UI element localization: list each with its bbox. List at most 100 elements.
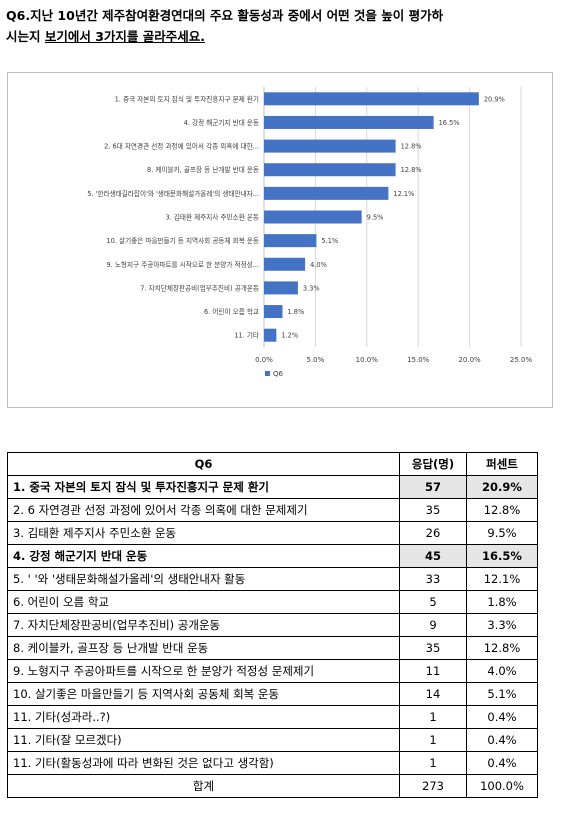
data-label: 3.3% [303, 284, 320, 292]
row-label: 8. 케이블카, 골프장 등 난개발 반대 운동 [7, 636, 400, 660]
table-row: 9. 노형지구 주공아파트를 시작으로 한 분양가 적정성 문제제기 11 4.0% [7, 659, 538, 683]
response-table: Q6 응답(명) 퍼센트 1. 중국 자본의 토지 잠식 및 투자진흥지구 문제… [7, 452, 538, 798]
row-count: 45 [399, 544, 467, 568]
bar [264, 328, 277, 342]
category-label: 1. 중국 자본의 토지 잠식 및 투자진흥지구 문제 환기 [115, 94, 259, 103]
total-percent: 100.0% [466, 774, 538, 798]
row-label: 9. 노형지구 주공아파트를 시작으로 한 분양가 적정성 문제제기 [7, 659, 400, 683]
table-row: 4. 강정 해군기지 반대 운동 45 16.5% [7, 544, 538, 568]
row-label: 11. 기타(성과라..?) [7, 705, 400, 729]
bar [264, 139, 396, 153]
row-count: 11 [399, 659, 467, 683]
x-tick-label: 5.0% [307, 356, 325, 364]
row-percent: 12.8% [466, 498, 538, 522]
table-row: 2. 6 자연경관 선정 과정에 있어서 각종 의혹에 대한 문제제기 35 12.… [7, 498, 538, 522]
x-tick-label: 25.0% [510, 356, 533, 364]
total-count: 273 [399, 774, 467, 798]
legend-label: Q6 [273, 370, 284, 378]
data-label: 12.8% [401, 143, 422, 151]
legend-swatch [265, 371, 270, 376]
row-percent: 0.4% [466, 705, 538, 729]
data-label: 4.0% [310, 261, 327, 269]
row-count: 33 [399, 567, 467, 591]
data-label: 5.1% [321, 237, 338, 245]
category-label: 4. 강정 해군기지 반대 운동 [184, 118, 259, 127]
row-label: 4. 강정 해군기지 반대 운동 [7, 544, 400, 568]
row-label: 5. ' '와 '생태문화해설가올레'의 생태안내자 활동 [7, 567, 400, 591]
row-percent: 20.9% [466, 475, 538, 499]
chart-frame: 0.0% 5.0% 10.0% 15.0% 20.0% 25.0% 1. 중국 자본의 토지… [7, 72, 553, 408]
row-count: 35 [399, 636, 467, 660]
data-label: 16.5% [439, 119, 460, 127]
row-percent: 1.8% [466, 590, 538, 614]
bar-chart: 0.0% 5.0% 10.0% 15.0% 20.0% 25.0% 1. 중국 자본의 토지… [87, 87, 533, 378]
table-row: 3. 김태환 제주지사 주민소환 운동 26 9.5% [7, 521, 538, 545]
row-label: 10. 살기좋은 마을만들기 등 지역사회 공동체 회복 운동 [7, 682, 400, 706]
header-count: 응답(명) [399, 452, 467, 476]
category-label: 10. 살기좋은 마을만들기 등 지역사회 공동체 회복 운동 [106, 236, 259, 245]
data-label: 20.9% [484, 95, 505, 103]
row-label: 1. 중국 자본의 토지 잠식 및 투자진흥지구 문제 환기 [7, 475, 400, 499]
row-percent: 4.0% [466, 659, 538, 683]
row-count: 35 [399, 498, 467, 522]
data-label: 1.8% [288, 308, 305, 316]
x-tick-label: 15.0% [407, 356, 430, 364]
category-label: 11. 기타 [234, 331, 259, 340]
row-label: 6. 어린이 오름 학교 [7, 590, 400, 614]
table-row: 10. 살기좋은 마을만들기 등 지역사회 공동체 회복 운동 14 5.1% [7, 682, 538, 706]
category-label: 9. 노형지구 주공아파트를 시작으로 한 분양가 적정성... [106, 260, 259, 269]
bar [264, 257, 306, 271]
row-label: 3. 김태환 제주지사 주민소환 운동 [7, 521, 400, 545]
table-row: 11. 기타(잘 모르겠다) 1 0.4% [7, 728, 538, 752]
row-count: 57 [399, 475, 467, 499]
row-count: 26 [399, 521, 467, 545]
table-row: 11. 기타(활동성과에 따라 변화된 것은 없다고 생각함) 1 0.4% [7, 751, 538, 775]
header-percent: 퍼센트 [466, 452, 538, 476]
row-percent: 12.8% [466, 636, 538, 660]
category-label: 7. 자치단체장판공비(업무추진비) 공개운동 [140, 283, 259, 292]
bar [264, 210, 362, 224]
category-label: 3. 김태환 제주지사 주민소환 운동 [165, 213, 259, 222]
row-count: 5 [399, 590, 467, 614]
row-percent: 12.1% [466, 567, 538, 591]
data-label: 1.2% [281, 332, 298, 340]
bar [264, 115, 434, 129]
row-count: 1 [399, 751, 467, 775]
row-count: 14 [399, 682, 467, 706]
bar [264, 281, 298, 295]
category-label: 2. 6대 자연경관 선정 과정에 있어서 각종 의혹에 대한... [104, 142, 259, 151]
data-label: 12.1% [393, 190, 414, 198]
row-label: 11. 기타(활동성과에 따라 변화된 것은 없다고 생각함) [7, 751, 400, 775]
table-row: 7. 자치단체장판공비(업무추진비) 공개운동 9 3.3% [7, 613, 538, 637]
table-row: 8. 케이블카, 골프장 등 난개발 반대 운동 35 12.8% [7, 636, 538, 660]
bar [264, 186, 389, 200]
data-label: 12.8% [401, 166, 422, 174]
bar [264, 163, 396, 177]
bar [264, 234, 317, 248]
data-label: 9.5% [367, 214, 384, 222]
bar [264, 92, 479, 106]
table-row: 11. 기타(성과라..?) 1 0.4% [7, 705, 538, 729]
row-percent: 5.1% [466, 682, 538, 706]
row-label: 7. 자치단체장판공비(업무추진비) 공개운동 [7, 613, 400, 637]
category-label: 5. '한라생태길라잡이'와 '생태문화해설가올레'의 생태안내자... [87, 189, 259, 198]
row-label: 11. 기타(잘 모르겠다) [7, 728, 400, 752]
category-label: 8. 케이블카, 골프장 등 난개발 반대 운동 [147, 165, 259, 174]
row-percent: 16.5% [466, 544, 538, 568]
row-count: 1 [399, 728, 467, 752]
question-line-2: 시는지 보기에서 3가지를 골라주세요. [6, 26, 562, 47]
header-question: Q6 [7, 452, 400, 476]
row-percent: 0.4% [466, 751, 538, 775]
question-text: Q6.지난 10년간 제주참여환경연대의 주요 활동성과 중에서 어떤 것을 높… [6, 5, 562, 47]
x-tick-label: 0.0% [255, 356, 273, 364]
table-row: 6. 어린이 오름 학교 5 1.8% [7, 590, 538, 614]
total-label: 합계 [7, 774, 400, 798]
question-line-1: Q6.지난 10년간 제주참여환경연대의 주요 활동성과 중에서 어떤 것을 높… [6, 8, 444, 23]
question-instruction: 보기에서 3가지를 골라주세요. [44, 29, 206, 44]
bar [264, 305, 283, 319]
x-tick-label: 10.0% [356, 356, 379, 364]
table-body: 1. 중국 자본의 토지 잠식 및 투자진흥지구 문제 환기 57 20.9% 2. … [7, 475, 538, 775]
row-percent: 0.4% [466, 728, 538, 752]
row-percent: 9.5% [466, 521, 538, 545]
table-row: 5. ' '와 '생태문화해설가올레'의 생태안내자 활동 33 12.1% [7, 567, 538, 591]
